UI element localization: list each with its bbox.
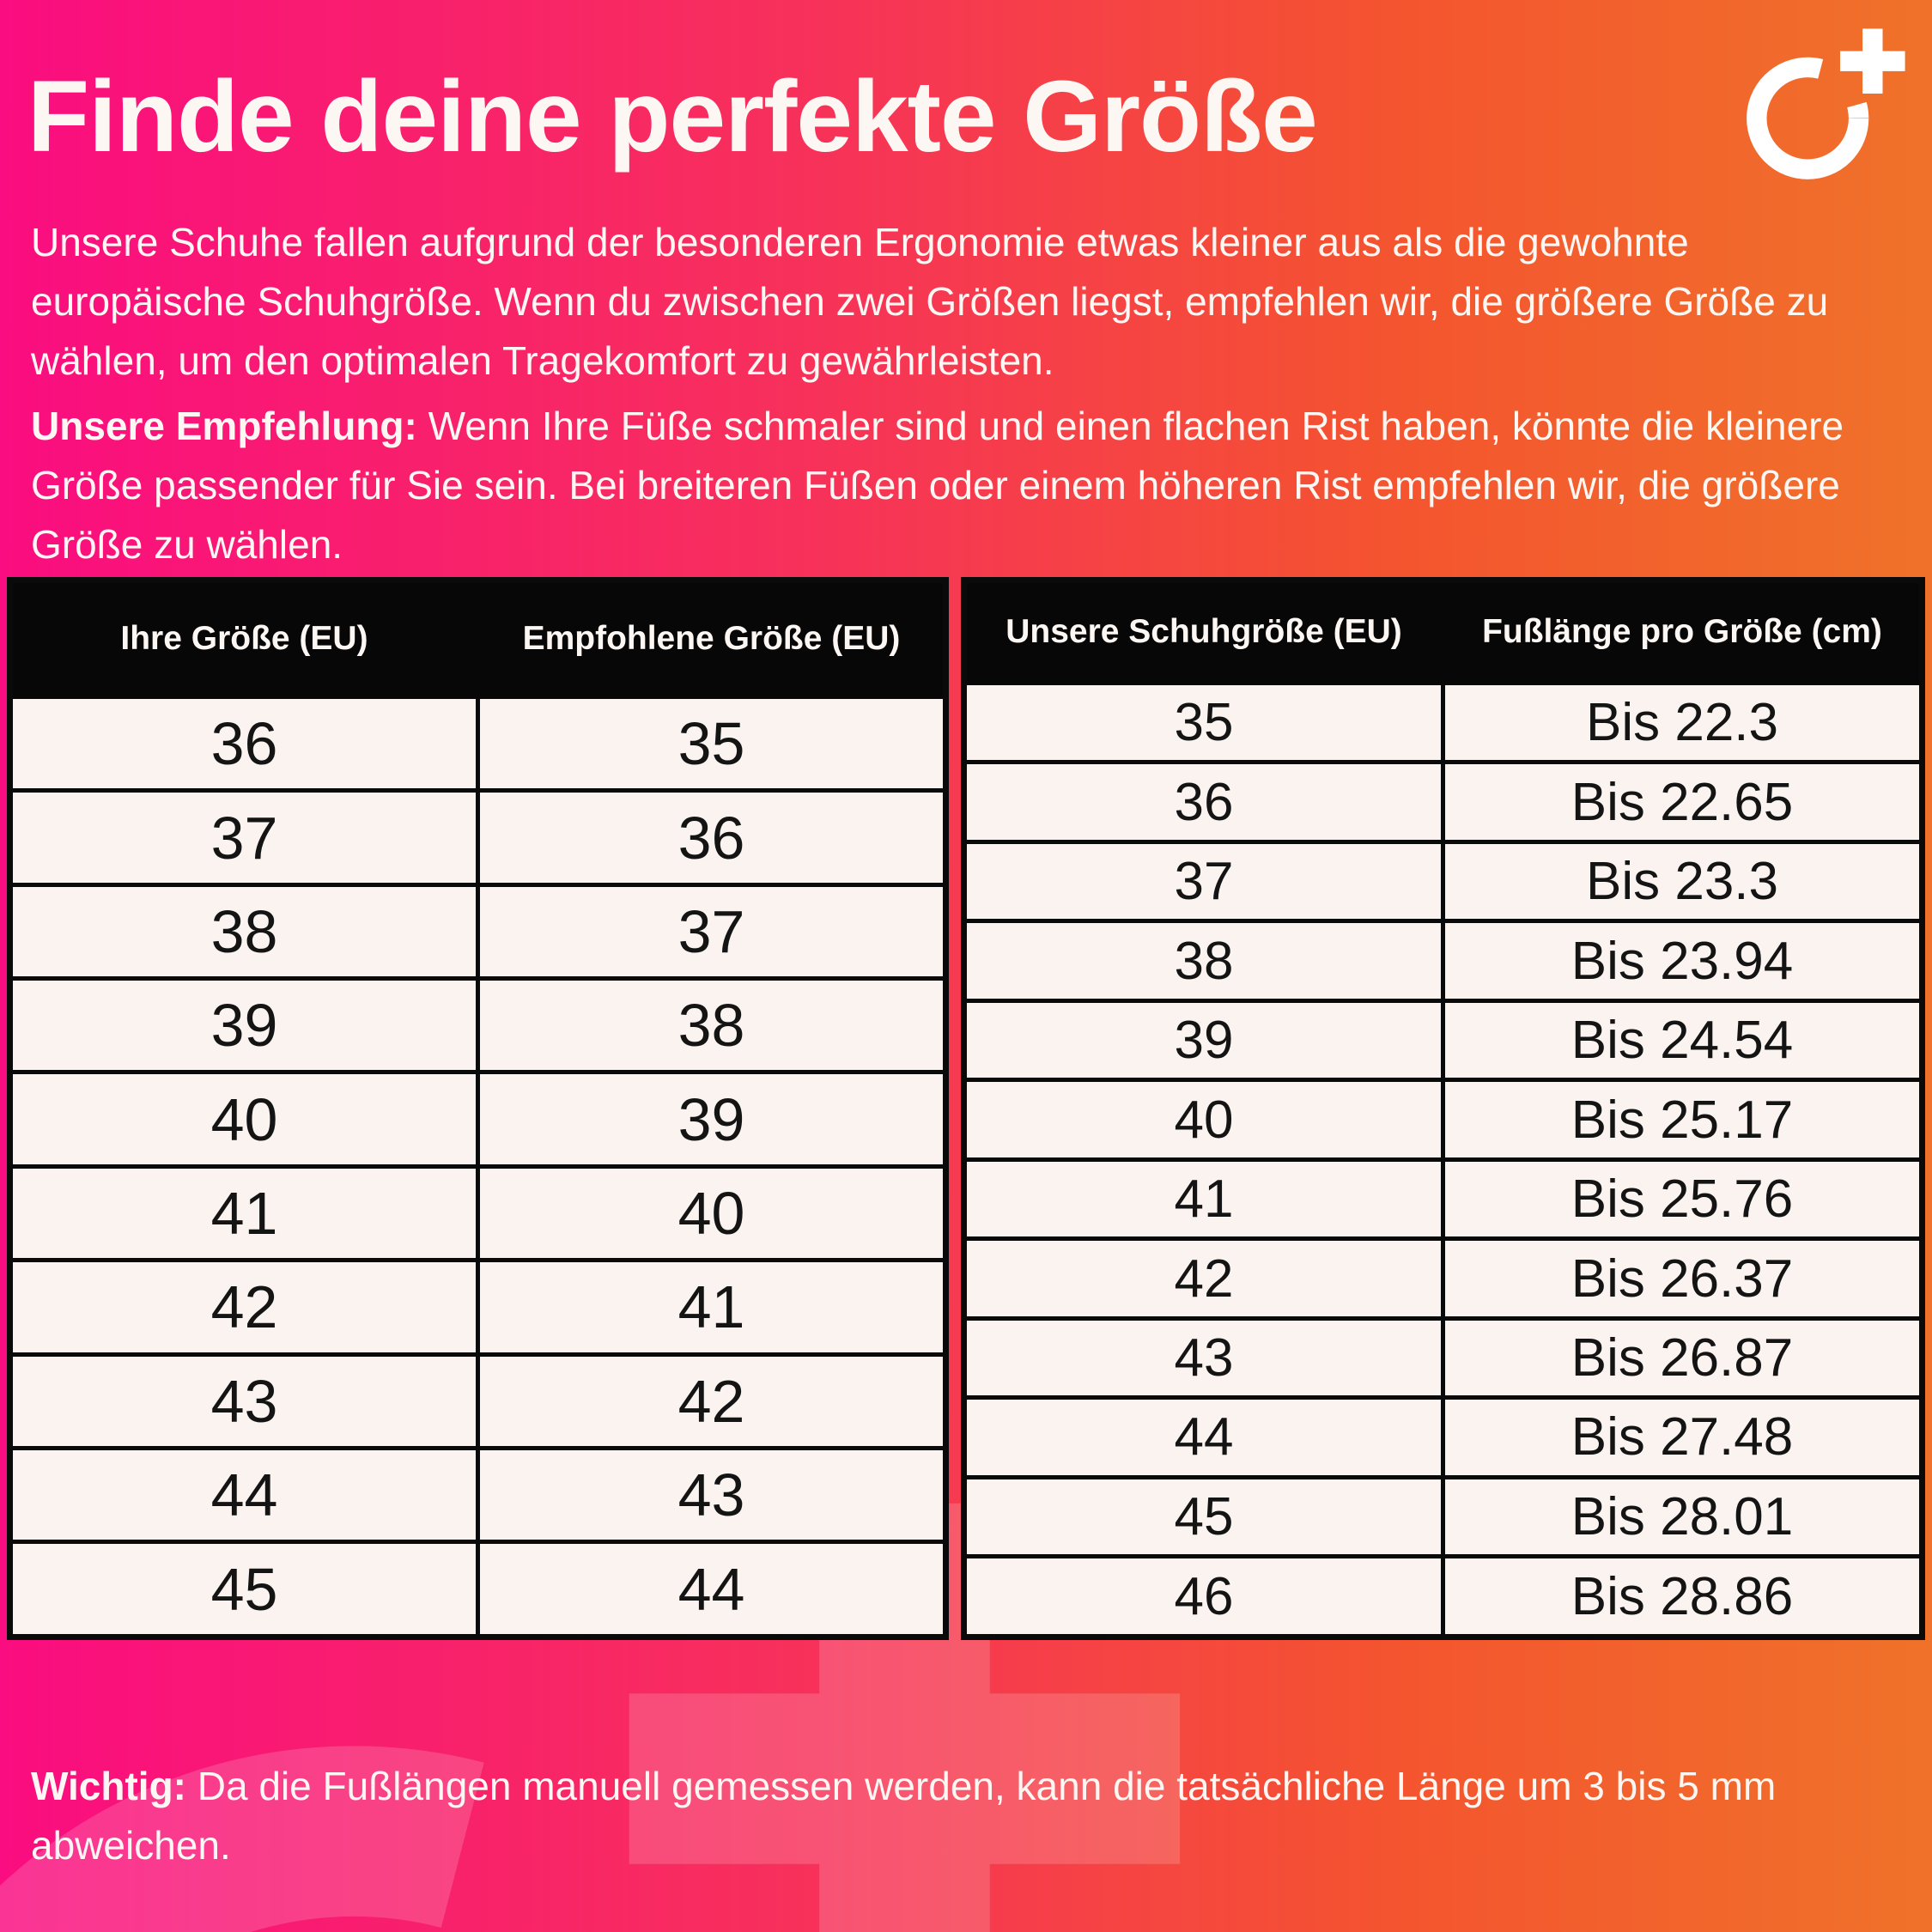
table-cell: 41 [476, 1258, 948, 1357]
column-header-foot-length: Fußlänge pro Größe (cm) [1441, 578, 1924, 685]
tables-section: Ihre Größe (EU) Empfohlene Größe (EU) 36… [7, 577, 1925, 1640]
table-row: 35 Bis 22.3 [962, 680, 1924, 765]
table-cell: 37 [8, 788, 480, 887]
header-row: Ihre Größe (EU) Empfohlene Größe (EU) [8, 578, 948, 699]
table-cell: Bis 23.94 [1441, 919, 1924, 1003]
table-row: 39 38 [8, 976, 948, 1075]
o-plus-logo-icon [1747, 28, 1905, 179]
table-cell: Bis 25.76 [1441, 1157, 1924, 1242]
table-cell: 36 [8, 694, 480, 793]
footnote-label: Wichtig: [31, 1764, 186, 1808]
column-header-your-size: Ihre Größe (EU) [8, 578, 480, 699]
table-row: 42 Bis 26.37 [962, 1236, 1924, 1321]
table-row: 46 Bis 28.86 [962, 1554, 1924, 1639]
table-cell: 42 [476, 1352, 948, 1450]
table-cell: 35 [476, 694, 948, 793]
table-row: 44 43 [8, 1445, 948, 1545]
table-cell: 37 [476, 882, 948, 981]
table-cell: Bis 22.3 [1441, 680, 1924, 765]
table-cell: 37 [962, 839, 1445, 924]
size-conversion-table-body: 36 35 37 36 38 37 39 38 40 39 41 40 42 41 43 42 44 43 45 44 [8, 694, 948, 1639]
recommendation-label: Unsere Empfehlung: [31, 404, 417, 448]
table-row: 41 40 [8, 1163, 948, 1263]
table-row: 36 35 [8, 694, 948, 793]
foot-length-table: Unsere Schuhgröße (EU) Fußlänge pro Größ… [961, 577, 1925, 1640]
foot-length-table-head: Unsere Schuhgröße (EU) Fußlänge pro Größ… [962, 578, 1924, 685]
table-cell: Bis 28.86 [1441, 1554, 1924, 1639]
table-cell: Bis 24.54 [1441, 998, 1924, 1083]
table-cell: 38 [476, 976, 948, 1075]
table-cell: 41 [8, 1163, 480, 1263]
table-cell: Bis 26.87 [1441, 1315, 1924, 1400]
table-cell: Bis 26.37 [1441, 1236, 1924, 1321]
column-header-recommended-size: Empfohlene Größe (EU) [476, 578, 948, 699]
table-row: 43 42 [8, 1352, 948, 1450]
table-cell: 43 [962, 1315, 1445, 1400]
table-cell: 42 [8, 1258, 480, 1357]
table-cell: 40 [476, 1163, 948, 1263]
page-title: Finde deine perfekte Größe [27, 60, 1318, 173]
table-row: 41 Bis 25.76 [962, 1157, 1924, 1242]
table-row: 38 37 [8, 882, 948, 981]
table-cell: 40 [8, 1070, 480, 1169]
table-row: 40 Bis 25.17 [962, 1078, 1924, 1162]
table-row: 45 44 [8, 1540, 948, 1639]
table-row: 37 36 [8, 788, 948, 887]
table-row: 38 Bis 23.94 [962, 919, 1924, 1003]
size-conversion-table: Ihre Größe (EU) Empfohlene Größe (EU) 36… [7, 577, 949, 1640]
table-cell: 39 [8, 976, 480, 1075]
table-cell: 38 [962, 919, 1445, 1003]
table-cell: 42 [962, 1236, 1445, 1321]
table-row: 37 Bis 23.3 [962, 839, 1924, 924]
table-cell: Bis 22.65 [1441, 760, 1924, 844]
footnote: Wichtig: Da die Fußlängen manuell gemess… [31, 1757, 1913, 1875]
recommendation-text: Unsere Empfehlung: Wenn Ihre Füße schmal… [31, 397, 1908, 574]
table-cell: 45 [962, 1474, 1445, 1559]
table-row: 44 Bis 27.48 [962, 1395, 1924, 1479]
intro-text: Unsere Schuhe fallen aufgrund der besond… [31, 220, 1829, 383]
table-cell: 41 [962, 1157, 1445, 1242]
table-row: 45 Bis 28.01 [962, 1474, 1924, 1559]
table-row: 39 Bis 24.54 [962, 998, 1924, 1083]
table-cell: 44 [476, 1540, 948, 1639]
table-cell: 39 [962, 998, 1445, 1083]
table-cell: 44 [8, 1445, 480, 1545]
table-cell: 38 [8, 882, 480, 981]
table-cell: 43 [476, 1445, 948, 1545]
table-cell: 36 [962, 760, 1445, 844]
header-row: Unsere Schuhgröße (EU) Fußlänge pro Größ… [962, 578, 1924, 685]
table-cell: Bis 27.48 [1441, 1395, 1924, 1479]
table-cell: 35 [962, 680, 1445, 765]
table-cell: Bis 25.17 [1441, 1078, 1924, 1162]
table-cell: 36 [476, 788, 948, 887]
table-row: 42 41 [8, 1258, 948, 1357]
table-cell: 43 [8, 1352, 480, 1450]
table-cell: 44 [962, 1395, 1445, 1479]
footnote-body: Da die Fußlängen manuell gemessen werden… [31, 1764, 1777, 1868]
table-row: 36 Bis 22.65 [962, 760, 1924, 844]
foot-length-table-body: 35 Bis 22.3 36 Bis 22.65 37 Bis 23.3 38 Bis 23.… [962, 680, 1924, 1639]
size-conversion-table-head: Ihre Größe (EU) Empfohlene Größe (EU) [8, 578, 948, 699]
table-cell: 40 [962, 1078, 1445, 1162]
table-cell: Bis 28.01 [1441, 1474, 1924, 1559]
table-row: 43 Bis 26.87 [962, 1315, 1924, 1400]
table-cell: Bis 23.3 [1441, 839, 1924, 924]
table-cell: 45 [8, 1540, 480, 1639]
column-header-our-shoe-size: Unsere Schuhgröße (EU) [962, 578, 1445, 685]
table-cell: 46 [962, 1554, 1445, 1639]
recommendation-body: Wenn Ihre Füße schmaler sind und einen f… [31, 404, 1844, 567]
table-cell: 39 [476, 1070, 948, 1169]
table-row: 40 39 [8, 1070, 948, 1169]
